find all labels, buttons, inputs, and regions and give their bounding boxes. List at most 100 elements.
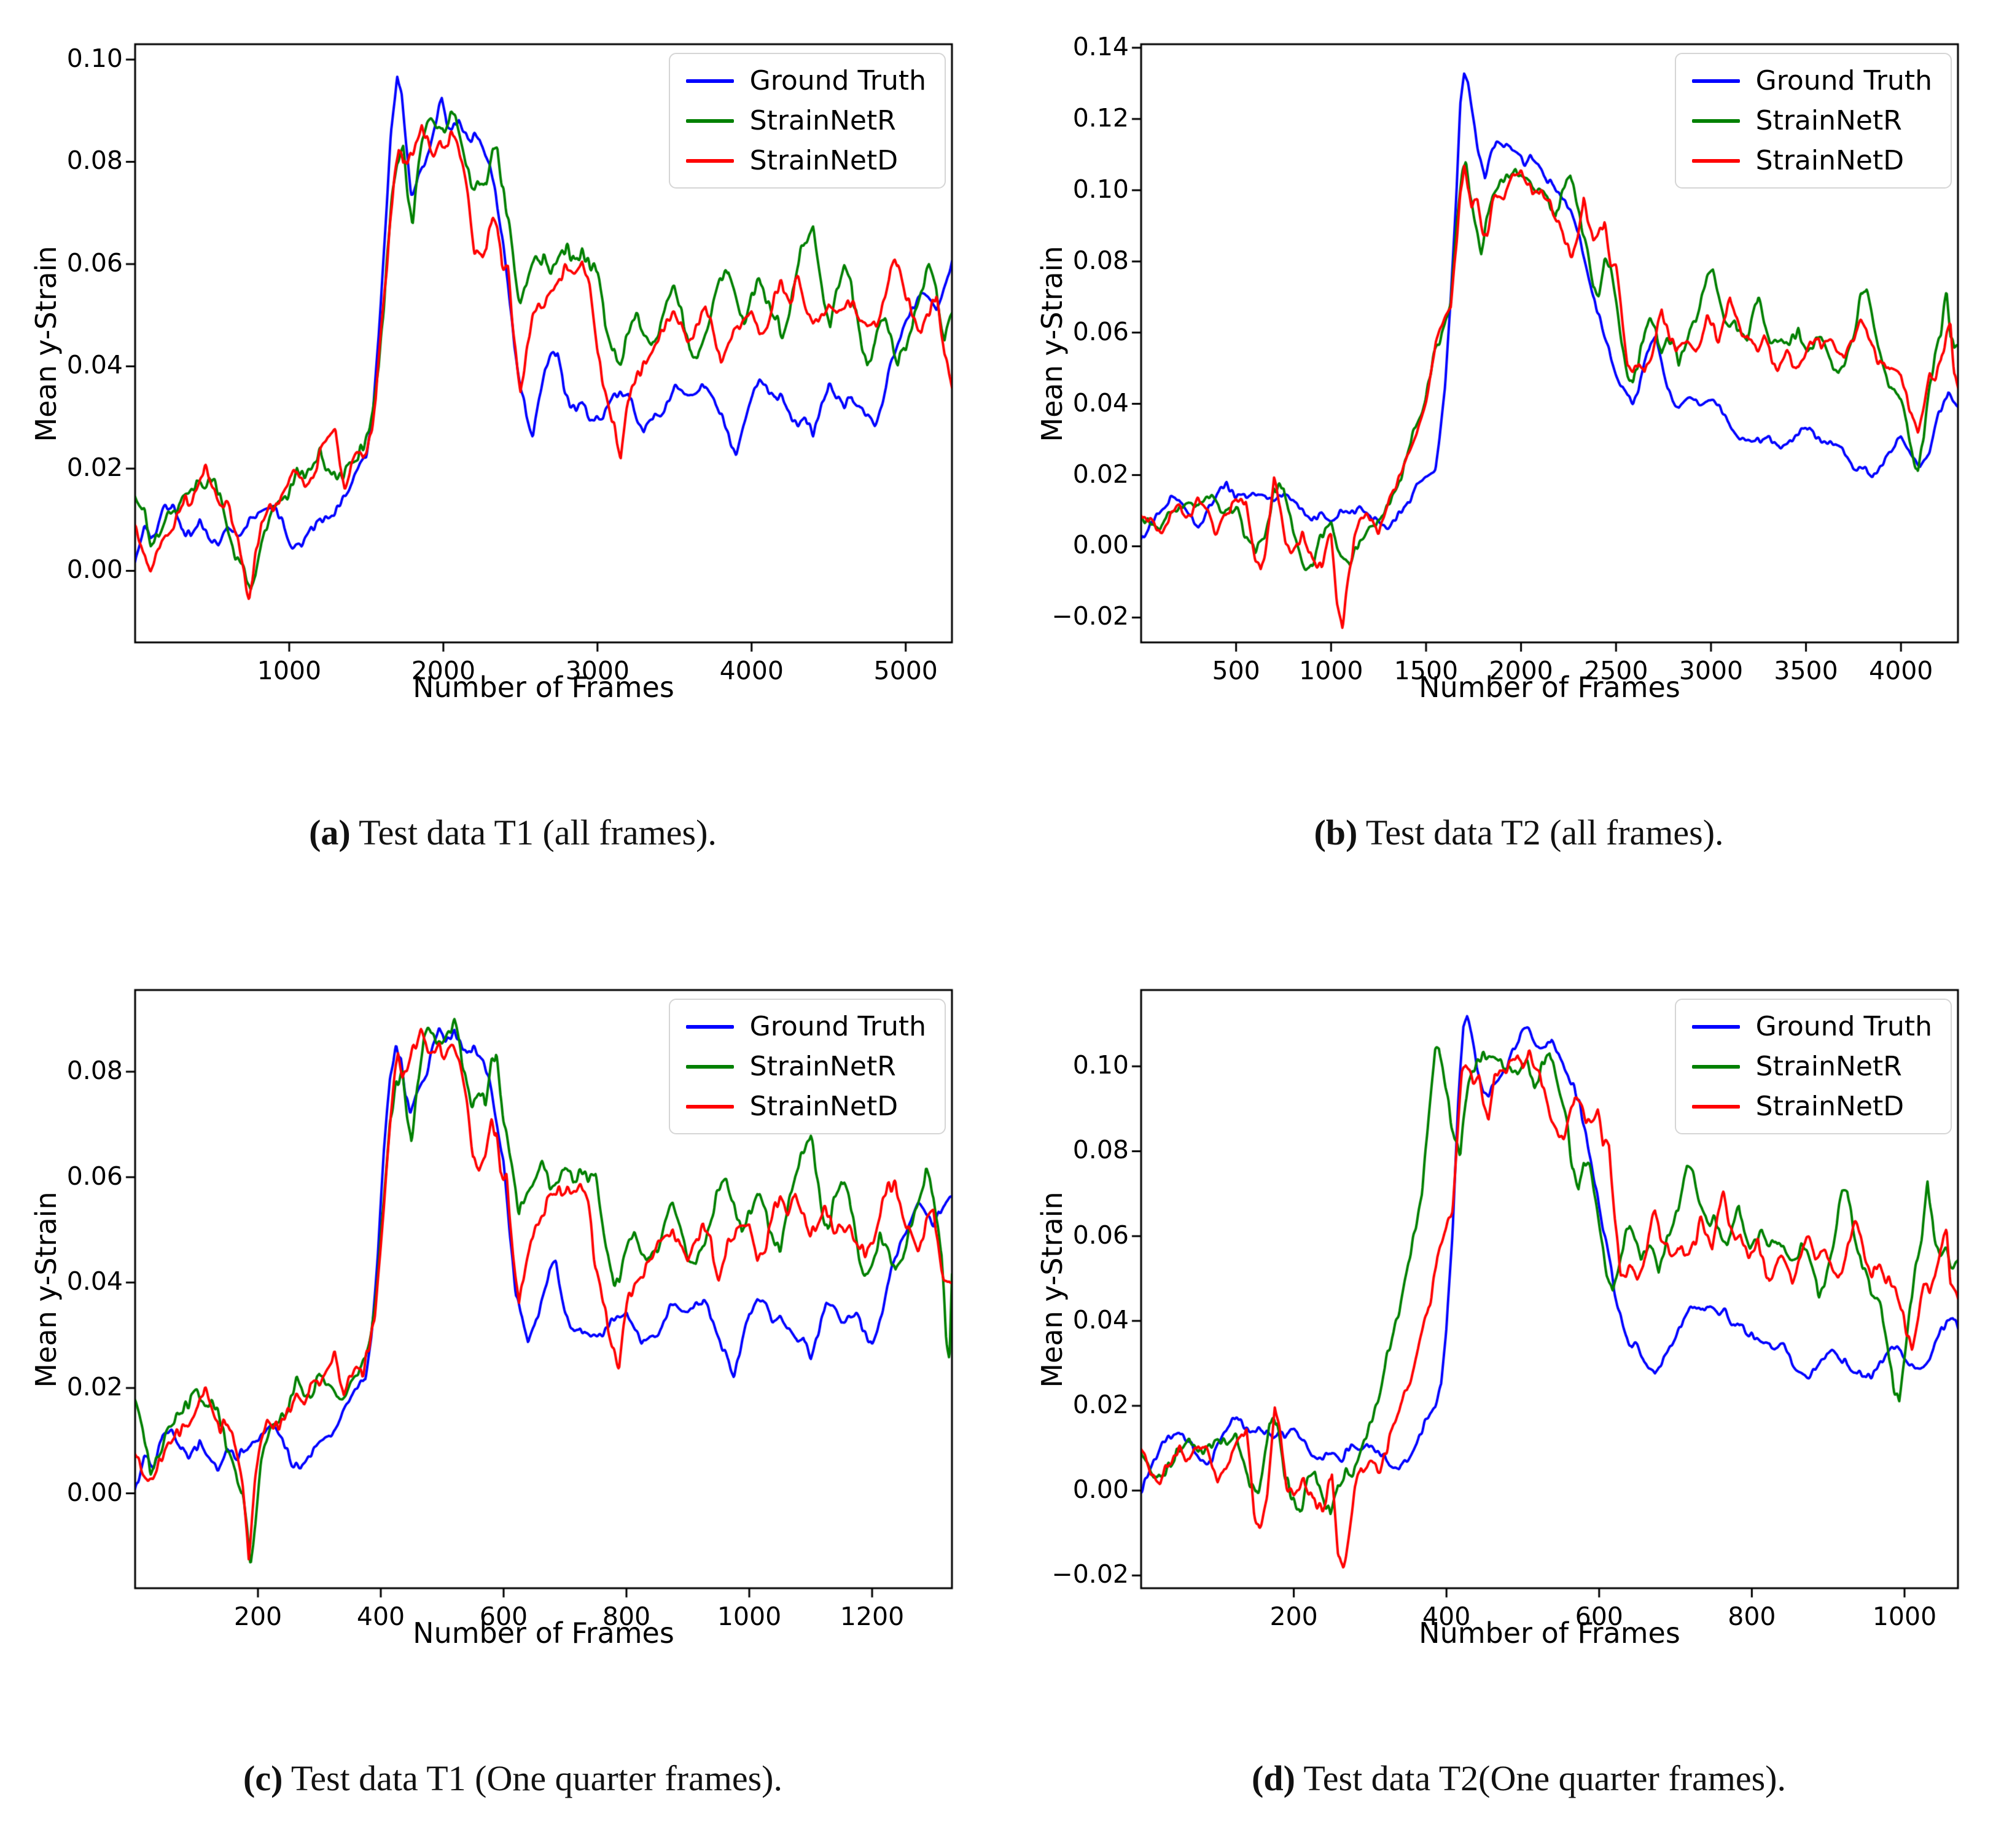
y-tick-label: 0.06 <box>1072 1220 1129 1250</box>
x-tick-label: 1000 <box>1872 1602 1937 1631</box>
legend-entry: StrainNetR <box>1691 1051 1932 1082</box>
legend-entry: StrainNetD <box>1691 145 1932 176</box>
legend-line-swatch <box>685 119 734 123</box>
x-tick-label: 200 <box>1269 1602 1318 1631</box>
legend-line-swatch <box>1691 1024 1740 1029</box>
chart-panel-a: Mean y-Strain Number of Frames Ground Tr… <box>0 0 1006 897</box>
legend-label: StrainNetR <box>1755 105 1902 136</box>
y-tick-label: 0.10 <box>66 43 123 73</box>
legend-label: StrainNetR <box>749 105 896 136</box>
legend-entry: Ground Truth <box>1691 65 1932 96</box>
y-tick-label: 0.10 <box>1072 174 1129 204</box>
legend-entry: StrainNetD <box>685 1091 926 1122</box>
legend-label: Ground Truth <box>749 1011 926 1042</box>
y-tick-label: 0.02 <box>1072 459 1129 489</box>
caption-text: Test data T2 (all frames). <box>1357 813 1724 852</box>
x-tick-label: 400 <box>1422 1602 1471 1631</box>
legend-label: StrainNetD <box>1755 1091 1905 1122</box>
x-tick-label: 200 <box>233 1602 283 1631</box>
y-tick-label: 0.00 <box>1072 1475 1129 1505</box>
y-tick-label: 0.02 <box>1072 1389 1129 1419</box>
y-tick-label: 0.04 <box>1072 388 1129 418</box>
x-tick-label: 4000 <box>719 656 784 685</box>
y-tick-label: 0.08 <box>1072 1135 1129 1165</box>
x-tick-label: 2500 <box>1584 656 1648 685</box>
y-tick-label: 0.06 <box>66 1161 123 1191</box>
x-tick-label: 1000 <box>257 656 322 685</box>
legend-label: StrainNetR <box>749 1051 896 1082</box>
x-tick-label: 3000 <box>1679 656 1744 685</box>
legend-line-swatch <box>685 1104 734 1109</box>
x-tick-label: 600 <box>479 1602 528 1631</box>
y-tick-label: 0.00 <box>66 1477 123 1507</box>
y-tick-label: 0.12 <box>1072 103 1129 133</box>
legend-label: StrainNetD <box>1755 145 1905 176</box>
chart-panel-b: Mean y-Strain Number of Frames Ground Tr… <box>1006 0 2012 897</box>
y-tick-label: 0.04 <box>66 350 123 380</box>
y-tick-label: 0.08 <box>66 146 123 176</box>
caption-letter: (d) <box>1252 1758 1295 1798</box>
legend-entry: StrainNetR <box>685 1051 926 1082</box>
legend: Ground Truth StrainNetR StrainNetD <box>668 53 946 189</box>
chart-panel-c: Mean y-Strain Number of Frames Ground Tr… <box>0 946 1006 1842</box>
caption-letter: (c) <box>243 1758 283 1798</box>
legend: Ground Truth StrainNetR StrainNetD <box>1674 999 1952 1134</box>
x-axis-label: Number of Frames <box>1419 671 1680 704</box>
x-tick-label: 1500 <box>1394 656 1459 685</box>
legend-line-swatch <box>685 1024 734 1029</box>
caption-a: (a) Test data T1 (all frames). <box>74 812 952 853</box>
y-tick-label: 0.08 <box>66 1056 123 1085</box>
legend-entry: StrainNetD <box>685 145 926 176</box>
y-tick-label: −0.02 <box>1051 601 1129 631</box>
x-tick-label: 400 <box>356 1602 405 1631</box>
x-tick-label: 4000 <box>1869 656 1933 685</box>
y-tick-label: 0.00 <box>66 555 123 585</box>
legend-line-swatch <box>1691 1064 1740 1069</box>
x-tick-label: 2000 <box>1489 656 1553 685</box>
x-tick-label: 800 <box>1728 1602 1776 1631</box>
legend-entry: Ground Truth <box>1691 1011 1932 1042</box>
caption-letter: (b) <box>1314 813 1358 852</box>
x-tick-label: 3000 <box>565 656 630 685</box>
legend-label: StrainNetR <box>1755 1051 1902 1082</box>
x-tick-label: 5000 <box>873 656 938 685</box>
x-axis-label: Number of Frames <box>413 1616 674 1650</box>
legend-line-swatch <box>1691 119 1740 123</box>
y-tick-label: 0.02 <box>66 452 123 482</box>
x-axis-label: Number of Frames <box>413 671 674 704</box>
caption-c: (c) Test data T1 (One quarter frames). <box>74 1758 952 1799</box>
x-tick-label: 600 <box>1575 1602 1623 1631</box>
y-tick-label: 0.02 <box>66 1371 123 1402</box>
legend-entry: StrainNetD <box>1691 1091 1932 1122</box>
legend-entry: Ground Truth <box>685 65 926 96</box>
caption-b: (b) Test data T2 (all frames). <box>1080 812 1958 853</box>
caption-text: Test data T1 (all frames). <box>350 813 717 852</box>
x-tick-label: 3500 <box>1774 656 1838 685</box>
legend-line-swatch <box>685 158 734 163</box>
caption-text: Test data T1 (One quarter frames). <box>283 1758 782 1798</box>
y-tick-label: 0.04 <box>1072 1304 1129 1335</box>
legend-line-swatch <box>1691 1104 1740 1109</box>
legend-line-swatch <box>1691 79 1740 83</box>
legend-label: StrainNetD <box>749 1091 899 1122</box>
legend-entry: Ground Truth <box>685 1011 926 1042</box>
legend-label: Ground Truth <box>1755 1011 1932 1042</box>
y-tick-label: 0.04 <box>66 1266 123 1296</box>
legend: Ground Truth StrainNetR StrainNetD <box>1674 53 1952 189</box>
x-tick-label: 2000 <box>411 656 476 685</box>
caption-text: Test data T2(One quarter frames). <box>1295 1758 1786 1798</box>
y-tick-label: 0.10 <box>1072 1050 1129 1080</box>
legend-line-swatch <box>685 79 734 83</box>
legend: Ground Truth StrainNetR StrainNetD <box>668 999 946 1134</box>
y-tick-label: 0.06 <box>66 248 123 278</box>
legend-label: StrainNetD <box>749 145 899 176</box>
caption-letter: (a) <box>309 813 351 852</box>
chart-panel-d: Mean y-Strain Number of Frames Ground Tr… <box>1006 946 2012 1842</box>
x-tick-label: 1000 <box>1299 656 1363 685</box>
x-tick-label: 800 <box>602 1602 651 1631</box>
x-axis-label: Number of Frames <box>1419 1616 1680 1650</box>
legend-label: Ground Truth <box>749 65 926 96</box>
y-tick-label: 0.14 <box>1072 31 1129 61</box>
x-tick-label: 1200 <box>840 1602 905 1631</box>
